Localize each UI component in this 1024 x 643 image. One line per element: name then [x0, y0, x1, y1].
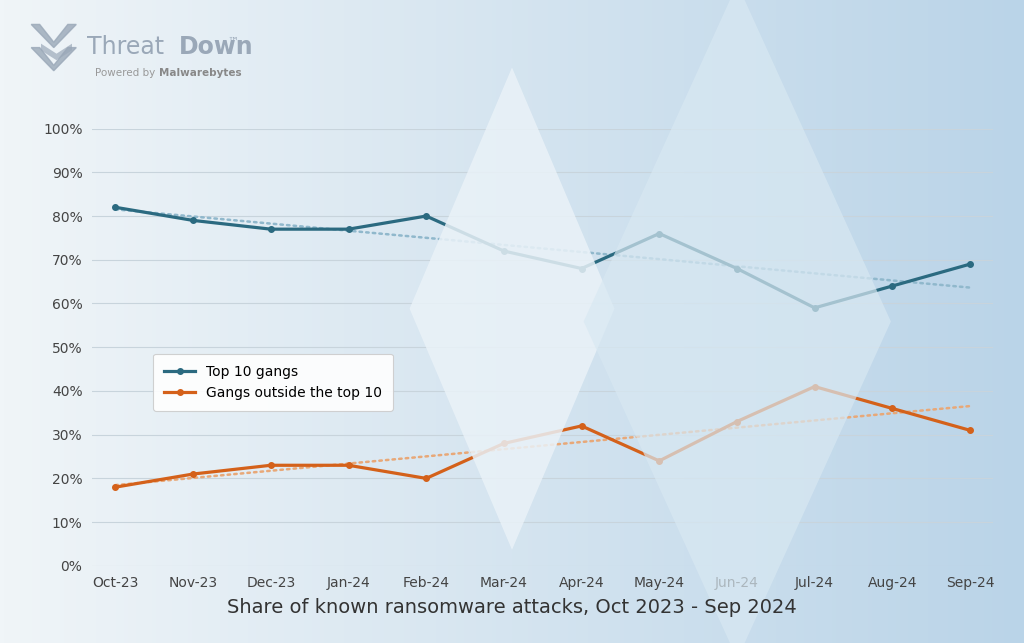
- Top 10 gangs: [498, 247, 510, 255]
- Gangs outside the top 10: [964, 426, 976, 434]
- Text: Powered by: Powered by: [95, 68, 159, 78]
- Top 10 gangs: [420, 212, 432, 220]
- Gangs outside the top 10: [575, 422, 588, 430]
- Top 10 gangs: [731, 265, 743, 273]
- Line: Top 10 gangs: Top 10 gangs: [113, 204, 973, 311]
- Polygon shape: [584, 0, 891, 643]
- Gangs outside the top 10: [187, 470, 200, 478]
- Top 10 gangs: [575, 265, 588, 273]
- Gangs outside the top 10: [110, 484, 122, 491]
- Line: Gangs outside the top 10: Gangs outside the top 10: [113, 384, 973, 490]
- Text: Share of known ransomware attacks, Oct 2023 - Sep 2024: Share of known ransomware attacks, Oct 2…: [227, 598, 797, 617]
- Text: ™: ™: [227, 37, 239, 48]
- Gangs outside the top 10: [653, 457, 666, 465]
- Top 10 gangs: [886, 282, 898, 290]
- Top 10 gangs: [264, 225, 276, 233]
- Top 10 gangs: [964, 260, 976, 268]
- Gangs outside the top 10: [886, 404, 898, 412]
- Top 10 gangs: [110, 203, 122, 211]
- Gangs outside the top 10: [342, 462, 354, 469]
- Legend: Top 10 gangs, Gangs outside the top 10: Top 10 gangs, Gangs outside the top 10: [154, 354, 393, 411]
- Polygon shape: [410, 68, 614, 550]
- Text: ❯: ❯: [36, 42, 67, 68]
- Gangs outside the top 10: [809, 383, 821, 390]
- Polygon shape: [32, 48, 77, 71]
- Top 10 gangs: [342, 225, 354, 233]
- Text: Malwarebytes: Malwarebytes: [159, 68, 242, 78]
- Gangs outside the top 10: [498, 440, 510, 448]
- Top 10 gangs: [187, 217, 200, 224]
- Text: Threat: Threat: [87, 35, 164, 59]
- Top 10 gangs: [653, 230, 666, 237]
- Gangs outside the top 10: [264, 462, 276, 469]
- Gangs outside the top 10: [731, 418, 743, 426]
- Gangs outside the top 10: [420, 475, 432, 482]
- Polygon shape: [32, 24, 77, 48]
- Top 10 gangs: [809, 304, 821, 312]
- Text: Down: Down: [179, 35, 254, 59]
